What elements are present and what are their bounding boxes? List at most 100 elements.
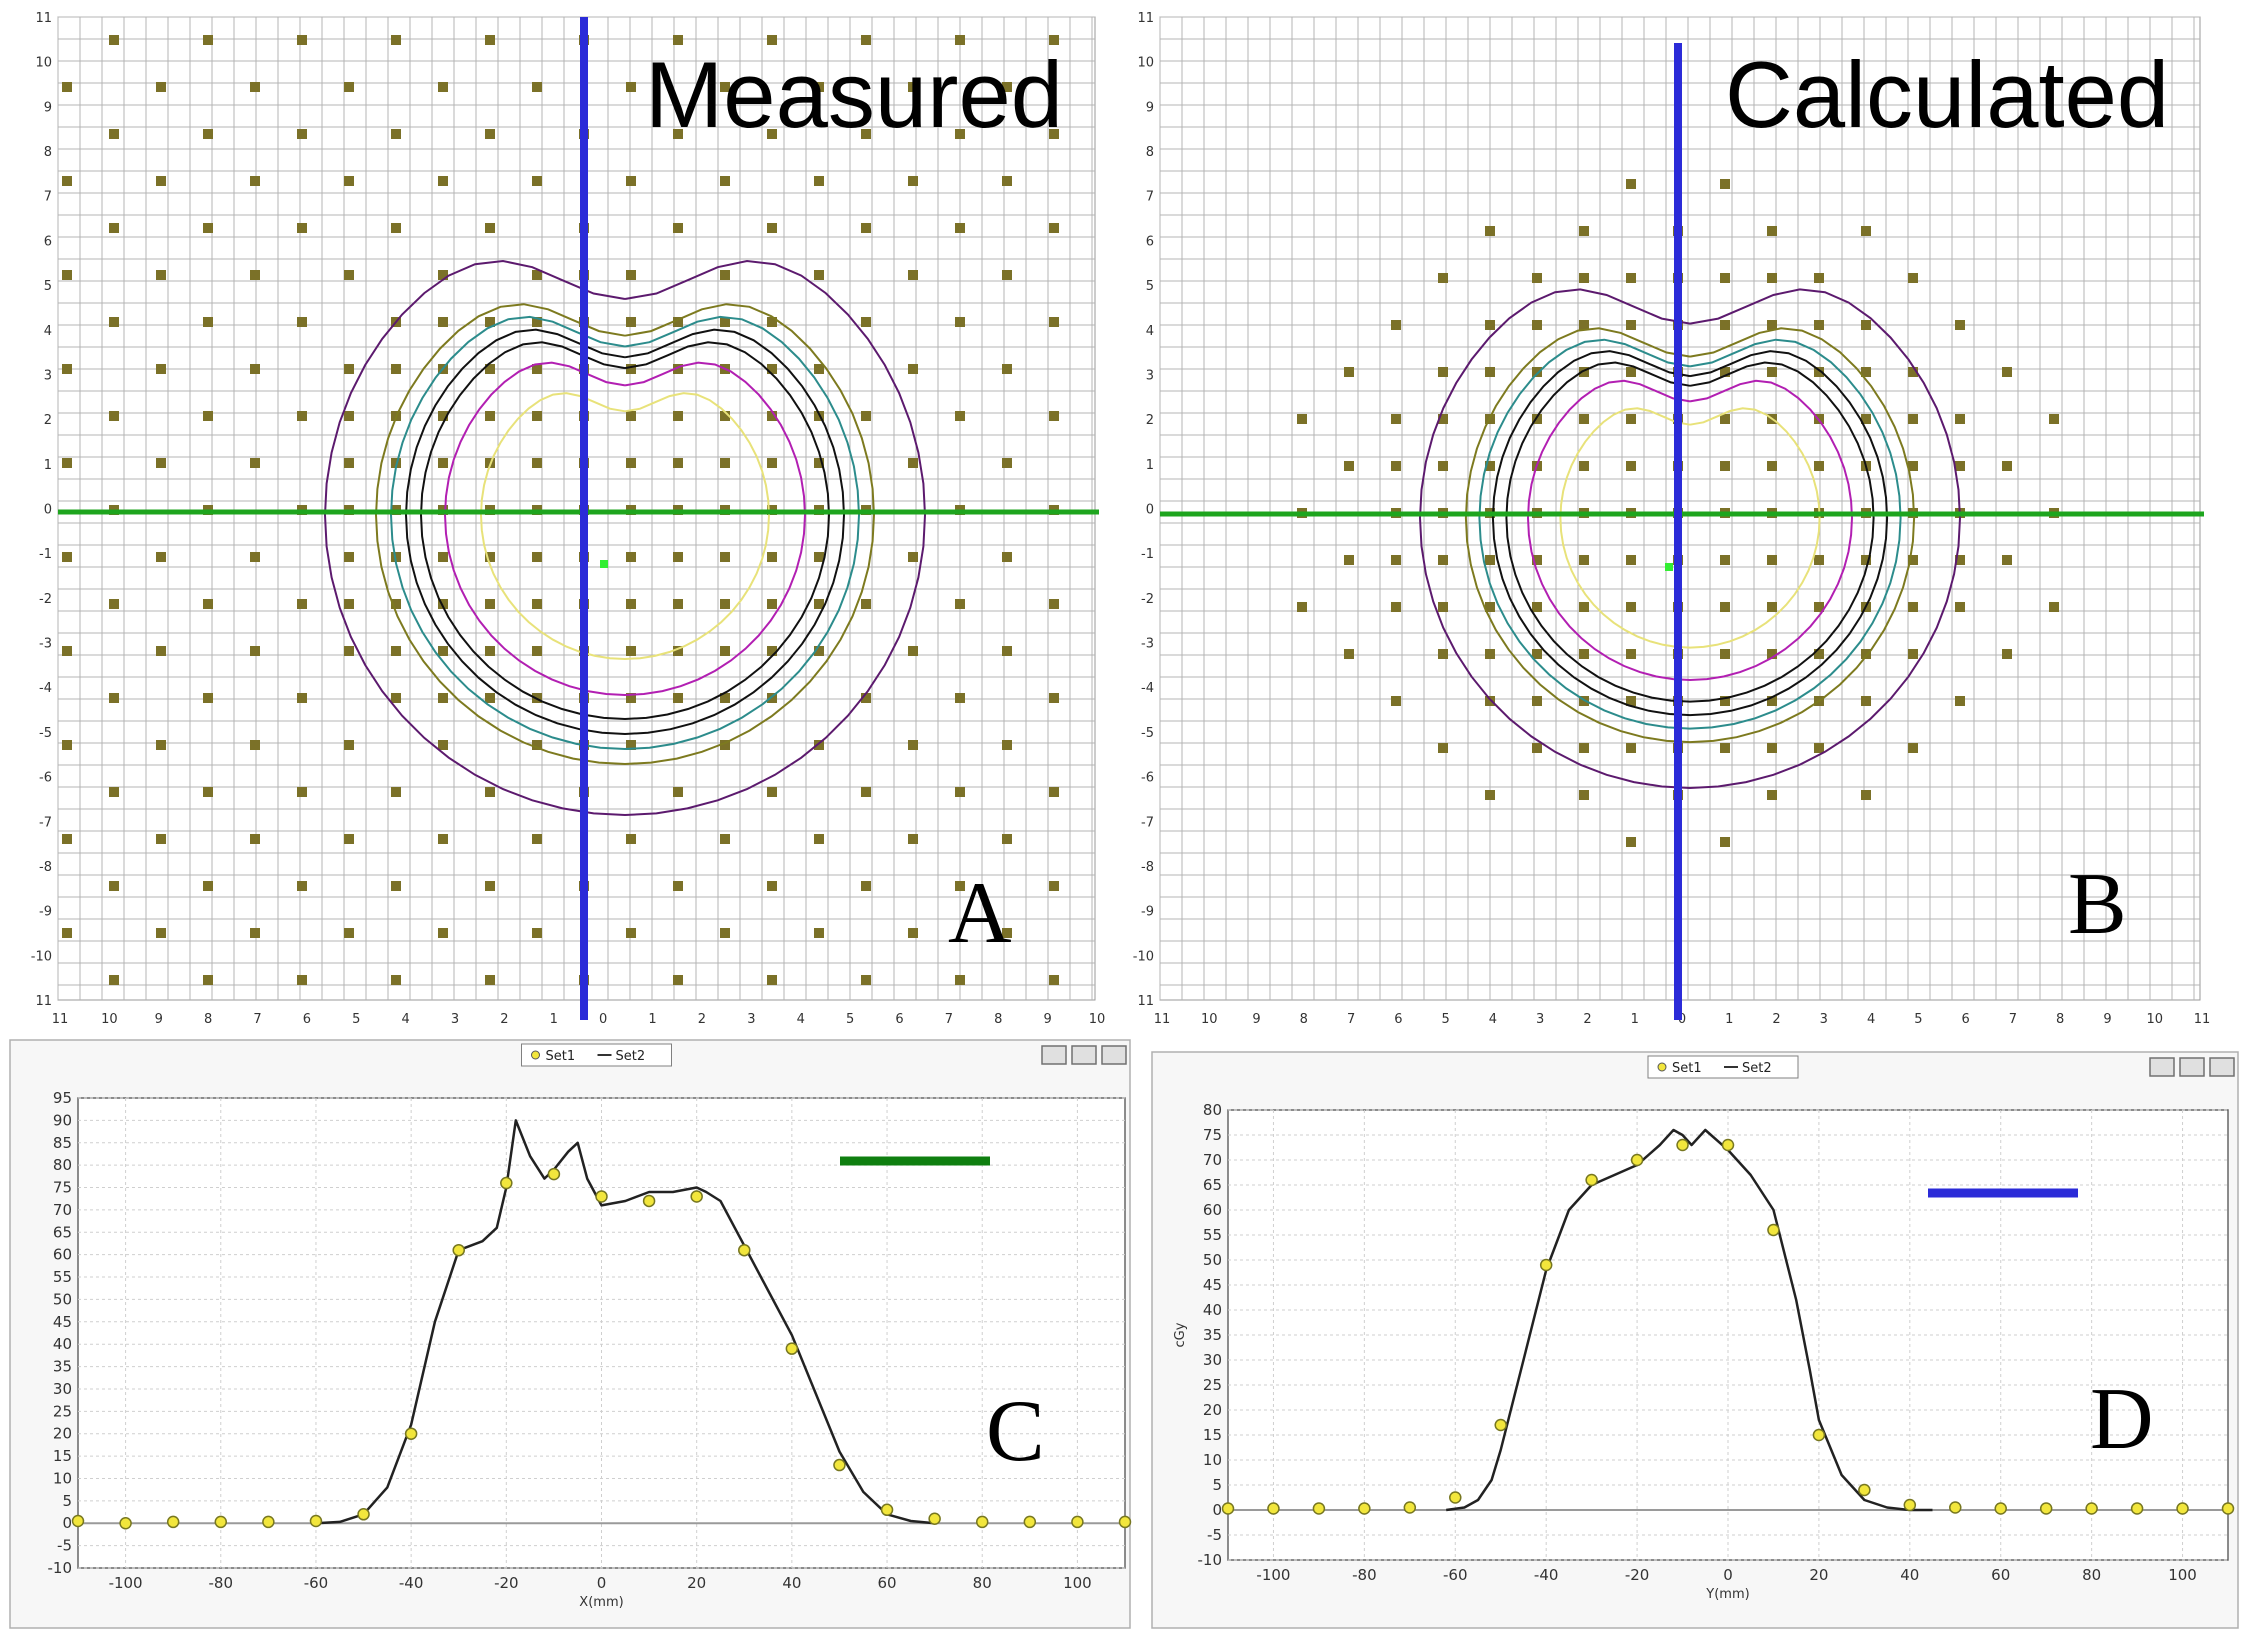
y-tick-label: 11 — [1137, 11, 1154, 26]
detector-marker — [438, 176, 448, 186]
y-tick-label: 45 — [53, 1313, 72, 1331]
chart-view-icon — [1041, 1045, 1067, 1065]
detector-marker — [626, 740, 636, 750]
detector-marker — [1002, 82, 1012, 92]
detector-marker — [250, 646, 260, 656]
detector-marker — [344, 364, 354, 374]
detector-marker — [203, 693, 213, 703]
detector-marker — [297, 599, 307, 609]
series-set1-point — [1221, 1502, 1235, 1515]
detector-marker — [1002, 740, 1012, 750]
detector-marker — [1579, 743, 1589, 753]
x-tick-label: 11 — [1154, 1012, 1171, 1027]
detector-marker — [1720, 273, 1730, 283]
detector-marker — [1391, 696, 1401, 706]
y-tick-label: 11 — [1137, 994, 1154, 1009]
detector-marker — [955, 881, 965, 891]
y-tick-label: 10 — [53, 1469, 72, 1487]
series-set1-point — [2085, 1502, 2098, 1515]
detector-marker — [156, 364, 166, 374]
series-set1-point — [880, 1503, 894, 1517]
detector-marker — [908, 834, 918, 844]
x-tick-label: -60 — [1443, 1566, 1468, 1584]
detector-marker — [1767, 367, 1777, 377]
detector-marker — [1438, 367, 1448, 377]
detector-marker — [1626, 320, 1636, 330]
y-tick-label: 10 — [35, 56, 52, 71]
y-tick-label: 25 — [1203, 1376, 1222, 1394]
detector-marker — [1814, 743, 1824, 753]
detector-marker — [908, 270, 918, 280]
detector-marker — [391, 35, 401, 45]
x-tick-label: 2 — [1772, 1012, 1780, 1027]
y-tick-label: 3 — [1146, 368, 1154, 383]
detector-marker — [767, 599, 777, 609]
y-tick-label: -5 — [39, 726, 52, 741]
y-tick-label: -8 — [1141, 860, 1154, 875]
x-tick-label: 2 — [1583, 1012, 1591, 1027]
detector-marker — [908, 646, 918, 656]
detector-marker — [1955, 696, 1965, 706]
detector-marker — [1908, 743, 1918, 753]
detector-marker — [908, 552, 918, 562]
series-set1-point — [1118, 1515, 1132, 1529]
detector-marker — [1626, 179, 1636, 189]
detector-marker — [1626, 414, 1636, 424]
detector-marker — [2049, 414, 2059, 424]
x-tick-label: 5 — [352, 1012, 360, 1027]
chart-copy-icon — [2179, 1057, 2205, 1077]
detector-marker — [391, 364, 401, 374]
x-tick-label: 5 — [1914, 1012, 1922, 1027]
detector-marker — [767, 458, 777, 468]
y-tick-label: 0 — [1146, 503, 1154, 518]
y-tick-label: 55 — [53, 1268, 72, 1286]
detector-marker — [1391, 414, 1401, 424]
series-set1-point — [1449, 1491, 1462, 1504]
x-tick-label: 7 — [2009, 1012, 2017, 1027]
panel-a-letter: A — [948, 865, 1012, 962]
x-tick-label: 3 — [1820, 1012, 1828, 1027]
panel-b-letter: B — [2068, 856, 2127, 953]
chart-view-icon — [2149, 1057, 2175, 1077]
detector-marker — [1532, 320, 1542, 330]
detector-marker — [109, 223, 119, 233]
detector-marker — [861, 223, 871, 233]
detector-marker — [908, 928, 918, 938]
x-tick-label: 6 — [895, 1012, 903, 1027]
series-set1-point — [928, 1512, 941, 1526]
x-tick-label: 6 — [303, 1012, 311, 1027]
detector-marker — [250, 740, 260, 750]
x-tick-label: 0 — [597, 1574, 607, 1592]
detector-marker — [2002, 461, 2012, 471]
series-set1-point — [309, 1514, 323, 1528]
y-tick-label: 6 — [1146, 234, 1154, 249]
detector-marker — [908, 82, 918, 92]
x-tick-label: 4 — [1489, 1012, 1497, 1027]
x-tick-label: 0 — [599, 1012, 607, 1027]
detector-marker — [1955, 414, 1965, 424]
detector-marker — [485, 364, 495, 374]
y-tick-label: 4 — [1146, 324, 1154, 339]
detector-marker — [1767, 226, 1777, 236]
detector-marker — [720, 176, 730, 186]
series-set1-point — [547, 1167, 561, 1181]
detector-marker — [1908, 602, 1918, 612]
y-axis-label: cGy — [1173, 1322, 1188, 1347]
detector-marker — [814, 364, 824, 374]
detector-marker — [626, 552, 636, 562]
detector-marker — [438, 928, 448, 938]
y-tick-label: 25 — [53, 1402, 72, 1420]
detector-marker — [532, 834, 542, 844]
series-set1-point — [1949, 1501, 1962, 1514]
y-tick-label: -7 — [1141, 815, 1154, 830]
detector-marker — [1720, 555, 1730, 565]
detector-marker — [1485, 461, 1495, 471]
detector-marker — [626, 364, 636, 374]
x-tick-label: 9 — [2103, 1012, 2111, 1027]
detector-marker — [767, 364, 777, 374]
x-tick-label: 8 — [994, 1012, 1002, 1027]
series-set1-point — [833, 1458, 846, 1472]
x-tick-label: -80 — [1352, 1566, 1377, 1584]
x-tick-label: 40 — [1900, 1566, 1919, 1584]
detector-marker — [391, 129, 401, 139]
